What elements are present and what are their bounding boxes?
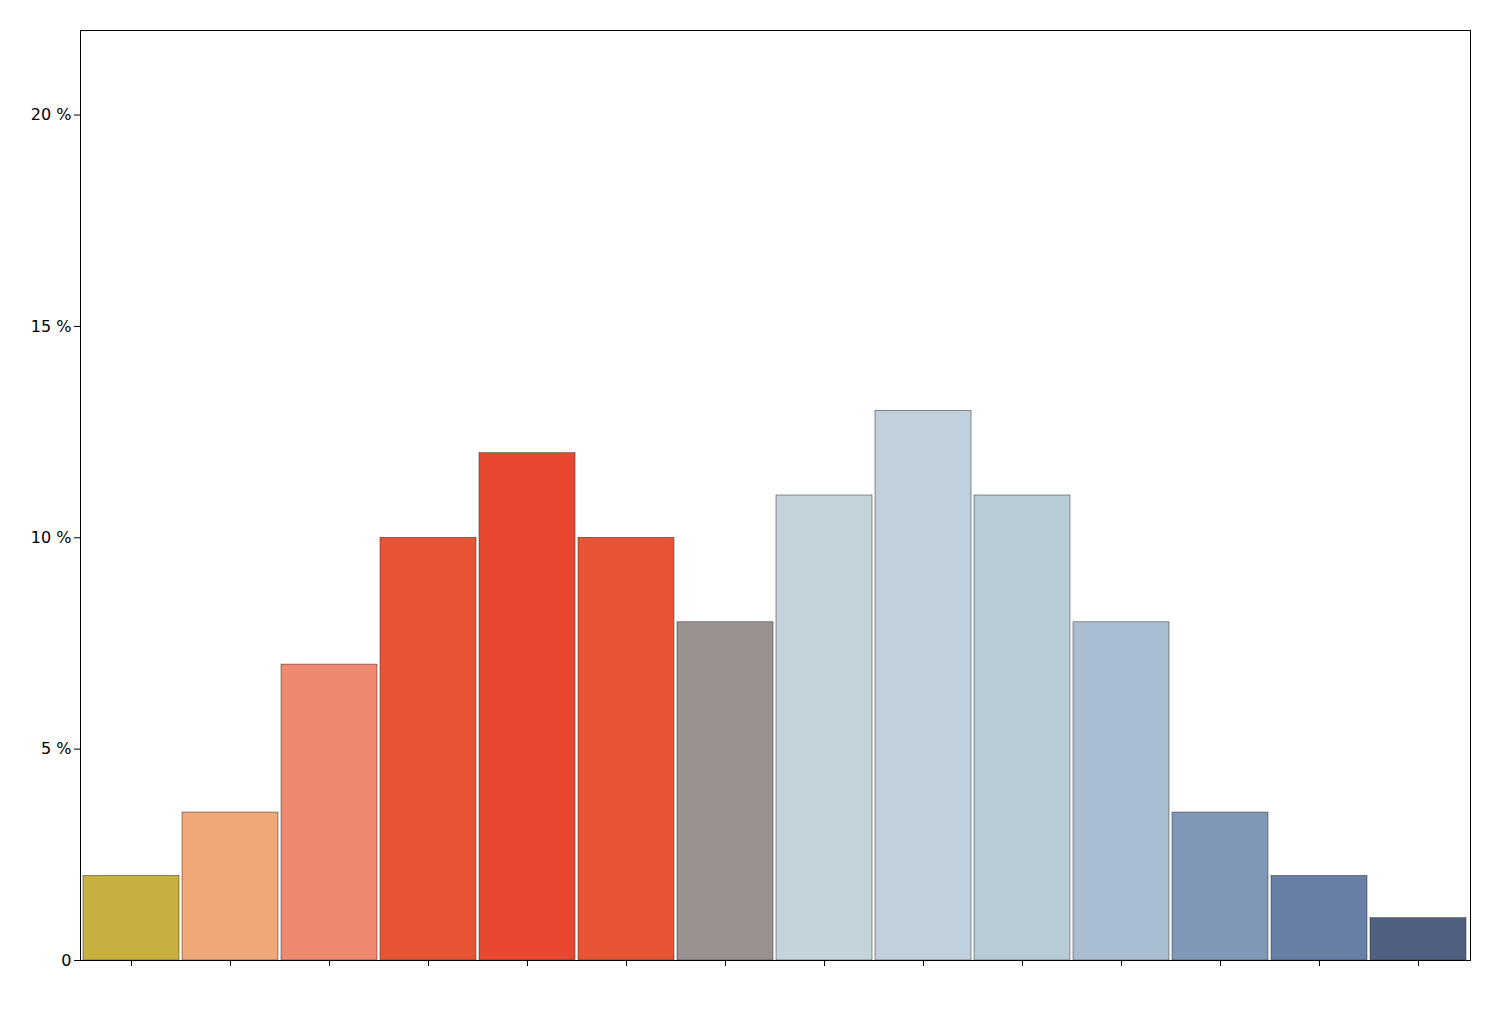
svg-text:5 %: 5 % [41, 739, 71, 758]
svg-text:10 %: 10 % [31, 528, 72, 547]
svg-text:20 %: 20 % [31, 105, 72, 124]
svg-text:0: 0 [61, 951, 71, 970]
svg-text:15 %: 15 % [31, 317, 72, 336]
